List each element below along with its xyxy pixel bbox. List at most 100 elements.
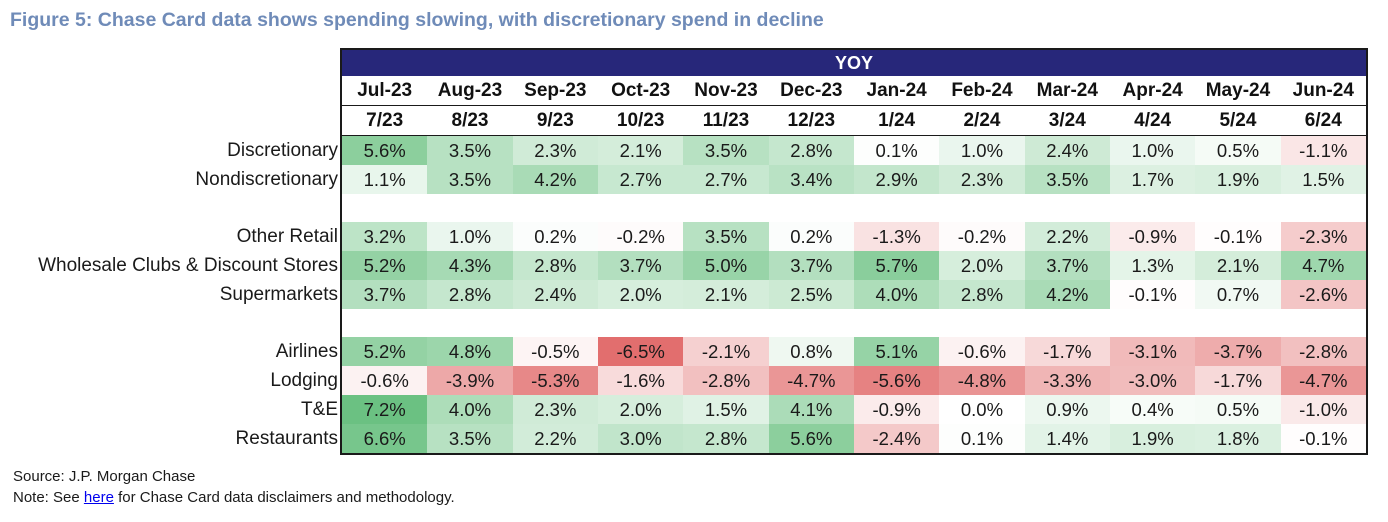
heatmap-cell: 4.3% [427,251,513,280]
month-header: May-24 [1205,79,1271,101]
month-header: Oct-23 [611,79,671,101]
group-spacer [342,194,1366,222]
heatmap-cell: 3.5% [683,222,769,251]
heatmap-cell: 4.7% [1280,251,1366,280]
heatmap-cell: 2.8% [427,280,513,309]
heatmap-cell: 0.5% [1195,136,1281,165]
month-header: Dec-23 [780,79,843,101]
group-spacer [342,309,1366,337]
heatmap-cell: 4.2% [1024,280,1110,309]
month-header: Jun-24 [1292,79,1354,101]
month-header: Apr-24 [1122,79,1183,101]
heatmap-cell: 2.7% [597,165,684,194]
month-header: Nov-23 [694,79,758,101]
heatmap-cell: 5.2% [342,251,428,280]
heatmap-cell: 4.2% [512,165,598,194]
heatmap-table: YOY Jul-23 Aug-23 Sep-23 Oct-23 Nov-23 Dec-23… [340,48,1368,455]
heatmap-cell: -1.3% [853,222,940,251]
table-row: 5.2% 4.8% -0.5% -6.5% -2.1% 0.8% 5.1% -0.6% -1.7… [342,337,1366,366]
heatmap-cell: 2.1% [1195,251,1281,280]
heatmap-cell: -0.1% [1195,222,1281,251]
heatmap-cell: -0.6% [342,366,428,395]
yoy-header: YOY [342,50,1366,76]
note-suffix: for Chase Card data disclaimers and meth… [113,489,455,506]
short-month-header: 4/24 [1134,109,1172,131]
heatmap-cell: 5.0% [683,251,769,280]
heatmap-cell: 2.8% [768,136,854,165]
heatmap-cell: 3.4% [768,165,854,194]
heatmap-cell: 1.5% [1280,165,1366,194]
heatmap-cell: 2.3% [939,165,1025,194]
heatmap-cell: 1.0% [939,136,1025,165]
figure-title: Figure 5: Chase Card data shows spending… [10,9,824,31]
heatmap-cell: 2.7% [683,165,769,194]
short-month-header: 6/24 [1304,109,1342,131]
heatmap-cell: 2.8% [512,251,598,280]
heatmap-cell: 5.2% [342,337,428,366]
month-header: Aug-23 [437,79,503,101]
heatmap-cell: 4.0% [853,280,940,309]
heatmap-cell: 0.9% [1024,395,1110,424]
heatmap-cell: 1.7% [1109,165,1196,194]
heatmap-cell: -5.6% [853,366,940,395]
row-label: Supermarkets [219,284,338,305]
footer: Source: J.P. Morgan Chase Note: See here… [13,466,455,508]
heatmap-cell: 2.3% [512,395,598,424]
month-header-row: Jul-23 Aug-23 Sep-23 Oct-23 Nov-23 Dec-23 Jan-… [342,76,1366,106]
heatmap-cell: 6.6% [342,424,428,453]
row-label: Wholesale Clubs & Discount Stores [38,255,338,276]
heatmap-cell: 0.8% [768,337,854,366]
heatmap-cell: 2.0% [939,251,1025,280]
short-month-header-row: 7/23 8/23 9/23 10/23 11/23 12/23 1/24 2/24 3/24 4… [342,106,1366,136]
heatmap-cell: 3.5% [427,165,513,194]
heatmap-cell: -2.3% [1280,222,1366,251]
table-row: 5.6% 3.5% 2.3% 2.1% 3.5% 2.8% 0.1% 1.0% 2.4% 1.0%… [342,136,1366,165]
heatmap-cell: 3.5% [683,136,769,165]
table-row: 5.2% 4.3% 2.8% 3.7% 5.0% 3.7% 5.7% 2.0% 3.7% 1.3%… [342,251,1366,280]
table-row: 3.7% 2.8% 2.4% 2.0% 2.1% 2.5% 4.0% 2.8% 4.2% -0.1… [342,280,1366,309]
short-month-header: 9/23 [536,109,574,131]
heatmap-cell: 2.1% [683,280,769,309]
month-header: Jan-24 [866,79,927,101]
heatmap-cell: 5.6% [342,136,428,165]
short-month-header: 10/23 [616,109,665,131]
heatmap-cell: -4.7% [1280,366,1366,395]
row-label: Discretionary [227,140,338,161]
heatmap-cell: 3.7% [597,251,684,280]
heatmap-cell: 1.9% [1195,165,1281,194]
short-month-header: 8/23 [451,109,489,131]
row-label: Lodging [270,370,338,391]
short-month-header: 2/24 [963,109,1001,131]
heatmap-cell: 2.4% [512,280,598,309]
heatmap-cell: 0.2% [768,222,854,251]
table-row: 7.2% 4.0% 2.3% 2.0% 1.5% 4.1% -0.9% 0.0% 0.9% 0.4… [342,395,1366,424]
heatmap-cell: 2.0% [597,280,684,309]
heatmap-cell: -1.7% [1024,337,1110,366]
heatmap-cell: 7.2% [342,395,428,424]
heatmap-cell: 2.8% [683,424,769,453]
heatmap-cell: -0.9% [853,395,940,424]
heatmap-cell: 0.0% [939,395,1025,424]
heatmap-cell: 3.5% [1024,165,1110,194]
heatmap-cell: 3.0% [597,424,684,453]
heatmap-cell: -3.1% [1109,337,1196,366]
heatmap-cell: 5.6% [768,424,854,453]
month-header: Sep-23 [524,79,587,101]
heatmap-cell: 2.8% [939,280,1025,309]
row-label: Other Retail [236,226,338,247]
heatmap-cell: 1.8% [1195,424,1281,453]
heatmap-cell: -3.3% [1024,366,1110,395]
heatmap-cell: 0.1% [853,136,940,165]
heatmap-cell: -0.9% [1109,222,1196,251]
heatmap-cell: 2.0% [597,395,684,424]
here-link[interactable]: here [83,489,114,506]
heatmap-cell: 2.2% [512,424,598,453]
table-row: 1.1% 3.5% 4.2% 2.7% 2.7% 3.4% 2.9% 2.3% 3.5% 1.7%… [342,165,1366,194]
heatmap-cell: 4.1% [768,395,854,424]
heatmap-cell: -0.6% [939,337,1025,366]
heatmap-cell: 2.4% [1024,136,1110,165]
heatmap-cell: -0.2% [939,222,1025,251]
heatmap-cell: -2.4% [853,424,940,453]
table-body: 5.6% 3.5% 2.3% 2.1% 3.5% 2.8% 0.1% 1.0% 2.4% 1.0%… [342,136,1366,453]
table-row: 3.2% 1.0% 0.2% -0.2% 3.5% 0.2% -1.3% -0.2% 2.2% -… [342,222,1366,251]
